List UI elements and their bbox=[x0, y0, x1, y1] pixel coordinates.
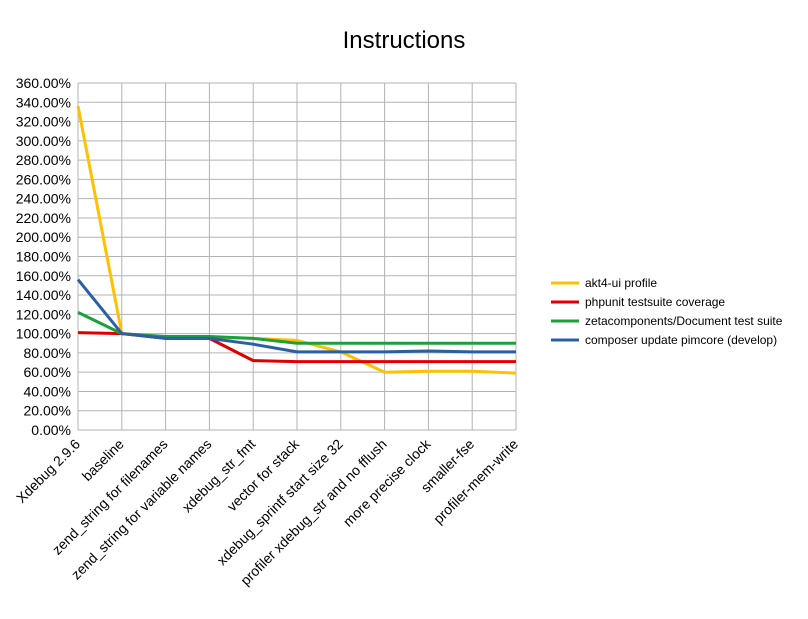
y-tick-label: 320.00% bbox=[16, 114, 71, 130]
y-tick-label: 0.00% bbox=[31, 422, 71, 438]
series-lines bbox=[76, 105, 517, 375]
y-tick-label: 20.00% bbox=[24, 403, 71, 419]
y-tick-label: 140.00% bbox=[16, 287, 71, 303]
legend-label: composer update pimcore (develop) bbox=[585, 333, 777, 347]
gridlines bbox=[77, 82, 517, 431]
y-tick-label: 120.00% bbox=[16, 306, 71, 322]
y-axis-tick-labels: 0.00% 20.00% 40.00% 60.00% 80.00% 100.00% 120.… bbox=[16, 75, 71, 438]
legend-label: phpunit testsuite coverage bbox=[585, 295, 725, 309]
y-tick-label: 60.00% bbox=[24, 364, 71, 380]
y-tick-label: 300.00% bbox=[16, 133, 71, 149]
x-tick-label: profiler-mem-write bbox=[430, 436, 521, 527]
y-tick-label: 80.00% bbox=[24, 345, 71, 361]
y-tick-label: 40.00% bbox=[24, 383, 71, 399]
legend-label: akt4-ui profile bbox=[585, 276, 657, 290]
y-tick-label: 100.00% bbox=[16, 326, 71, 342]
chart-title: Instructions bbox=[343, 27, 466, 54]
y-tick-label: 200.00% bbox=[16, 229, 71, 245]
y-tick-label: 360.00% bbox=[16, 75, 71, 91]
y-tick-label: 160.00% bbox=[16, 268, 71, 284]
x-tick-label: Xdebug 2.9.6 bbox=[13, 436, 83, 506]
series-line bbox=[76, 278, 516, 354]
legend: akt4-ui profile phpunit testsuite coverag… bbox=[551, 276, 783, 347]
y-tick-label: 180.00% bbox=[16, 249, 71, 265]
y-tick-label: 340.00% bbox=[16, 94, 71, 110]
axes bbox=[77, 83, 516, 431]
y-tick-label: 220.00% bbox=[16, 210, 71, 226]
y-tick-label: 240.00% bbox=[16, 191, 71, 207]
legend-label: zetacomponents/Document test suite bbox=[585, 314, 783, 328]
y-tick-label: 260.00% bbox=[16, 171, 71, 187]
y-tick-label: 280.00% bbox=[16, 152, 71, 168]
